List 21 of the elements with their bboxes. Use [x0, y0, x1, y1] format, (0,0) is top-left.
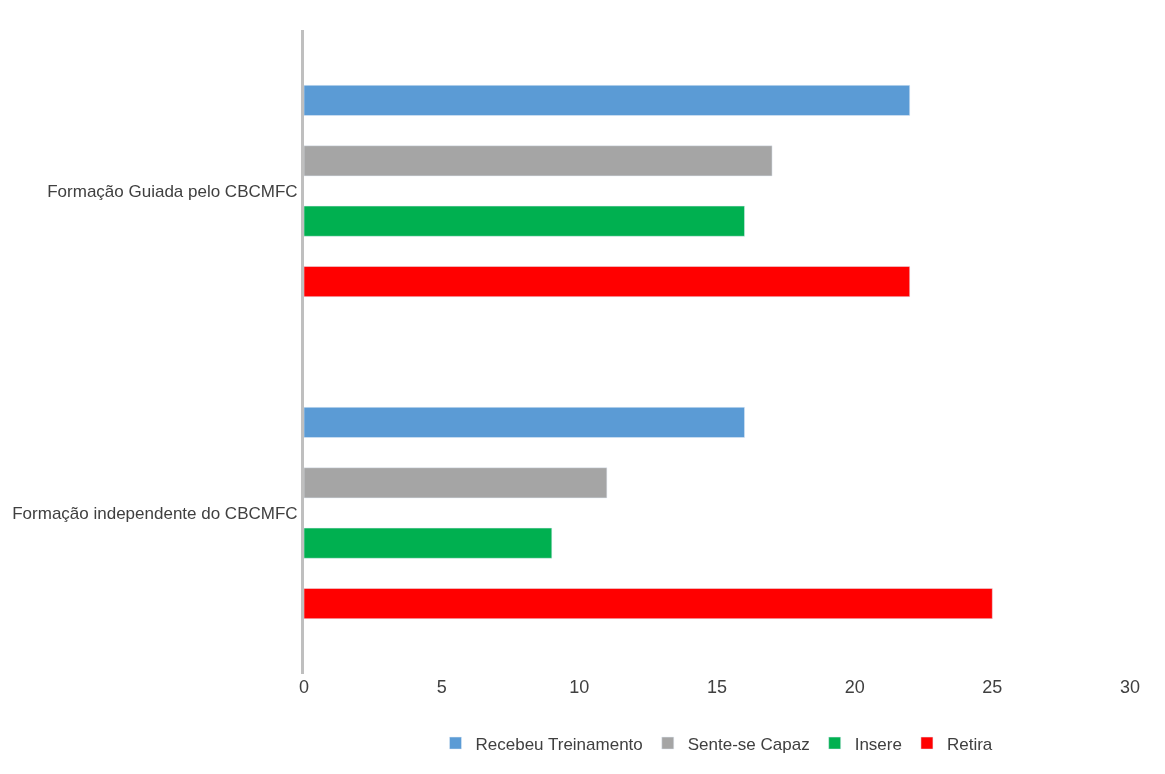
bar — [304, 145, 773, 177]
y-tick-label: Formação independente do CBCMFC — [12, 503, 298, 523]
x-tick-label: 0 — [298, 677, 310, 697]
bar — [304, 85, 910, 116]
x-tick-label: 25 — [982, 677, 1003, 697]
legend-label: Recebeu Treinamento — [475, 734, 643, 754]
legend-label: Insere — [854, 734, 902, 754]
bar — [304, 467, 608, 499]
x-tick-label: 20 — [844, 677, 865, 697]
bar — [304, 205, 745, 237]
legend-label: Retira — [946, 734, 993, 754]
x-tick-label: 10 — [569, 677, 590, 697]
y-tick-label: Formação Guiada pelo CBCMFC — [47, 181, 298, 201]
x-tick-label: 5 — [436, 677, 447, 697]
x-tick-label: 15 — [706, 677, 728, 697]
bar — [304, 407, 745, 438]
bar — [304, 266, 910, 297]
x-tick-label: 30 — [1119, 677, 1141, 697]
legend-label: Sente-se Capaz — [687, 734, 810, 754]
bar — [304, 527, 553, 559]
bar — [304, 588, 993, 619]
